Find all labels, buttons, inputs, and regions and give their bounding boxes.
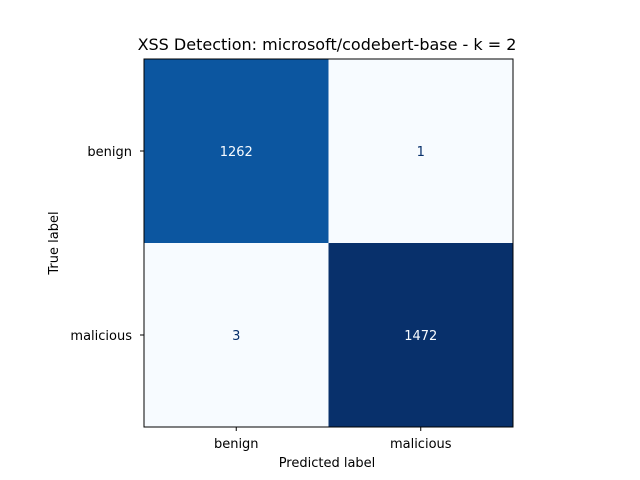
matrix-cell-benign-malicious xyxy=(328,59,513,243)
x-axis-label: Predicted label xyxy=(279,456,376,471)
cell-value-benign-benign: 1262 xyxy=(220,145,253,160)
matrix-cells xyxy=(144,59,513,427)
matrix-cell-malicious-benign xyxy=(144,243,329,427)
x-axis-ticks: benign malicious xyxy=(214,427,452,452)
y-axis-ticks: benign malicious xyxy=(70,145,144,344)
y-tick-label-malicious: malicious xyxy=(70,329,132,344)
y-axis-label: True label xyxy=(47,211,62,275)
cell-value-malicious-benign: 3 xyxy=(232,329,240,344)
x-tick-label-malicious: malicious xyxy=(390,437,452,452)
y-tick-label-benign: benign xyxy=(87,145,132,160)
cell-value-malicious-malicious: 1472 xyxy=(404,329,437,344)
x-tick-label-benign: benign xyxy=(214,437,259,452)
chart-title: XSS Detection: microsoft/codebert-base -… xyxy=(138,35,517,54)
matrix-cell-labels: 1262 1 3 1472 xyxy=(220,145,438,344)
plot-frame xyxy=(143,58,514,428)
matrix-cell-malicious-malicious xyxy=(328,243,513,427)
cell-value-benign-malicious: 1 xyxy=(417,145,425,160)
matrix-cell-benign-benign xyxy=(144,59,329,243)
